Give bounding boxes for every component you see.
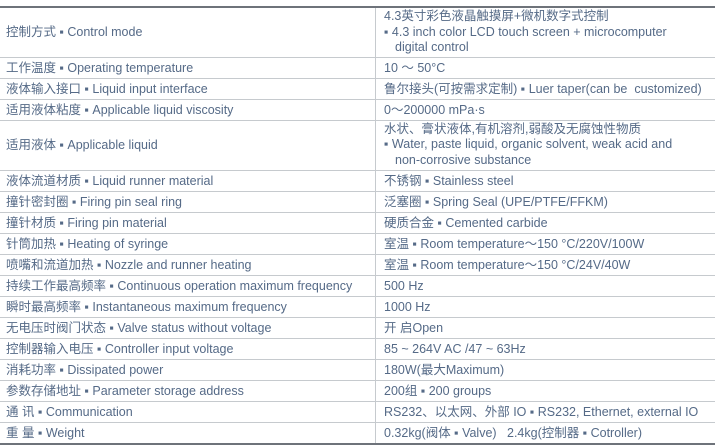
value-line: 室温 ▪ Room temperature～150 °C/24V/40W (384, 257, 631, 272)
table-row: 重 量 ▪ Weight 0.32kg(阀体 ▪ Valve) 2.4kg(控制… (0, 422, 715, 443)
value-line: digital control (395, 40, 469, 55)
value-line: 0.32kg(阀体 ▪ Valve) 2.4kg(控制器 ▪ Cotroller… (384, 425, 643, 440)
table-row: 无电压时阀门状态 ▪ Valve status without voltage … (0, 317, 715, 339)
spec-value-cell: 200组 ▪ 200 groups (375, 380, 715, 401)
table-row: 液体输入接口 ▪ Liquid input interface 鲁尔接头(可按需… (0, 78, 715, 100)
table-row: 撞针材质 ▪ Firing pin material 硬质合金 ▪ Cement… (0, 212, 715, 234)
spec-value-cell: 0.32kg(阀体 ▪ Valve) 2.4kg(控制器 ▪ Cotroller… (375, 422, 715, 443)
spec-value-cell: 水状、膏状液体,有机溶剂,弱酸及无腐蚀性物质 ▪ Water, paste li… (375, 120, 715, 170)
spec-label-parameter-storage-address: 参数存储地址 ▪ Parameter storage address (6, 383, 244, 398)
value-line: 开 启Open (384, 320, 444, 335)
spec-label-dissipated-power: 消耗功率 ▪ Dissipated power (6, 362, 164, 377)
spec-value-cell: RS232、以太网、外部 IO ▪ RS232, Ethernet, exter… (375, 401, 715, 422)
spec-value-cell: 180W(最大Maximum) (375, 359, 715, 380)
value-line: 1000 Hz (384, 299, 431, 314)
table-row: 适用液体 ▪ Applicable liquid 水状、膏状液体,有机溶剂,弱酸… (0, 120, 715, 171)
spec-value-cell: 泛塞圈 ▪ Spring Seal (UPE/PTFE/FFKM) (375, 191, 715, 212)
value-line: 10 ～ 50°C (384, 60, 446, 75)
spec-label-control-mode: 控制方式 ▪ Control mode (6, 25, 143, 40)
spec-value-cell: 室温 ▪ Room temperature～150 °C/220V/100W (375, 233, 715, 254)
spec-value-cell: 硬质合金 ▪ Cemented carbide (375, 212, 715, 233)
spec-label-valve-status-without-voltage: 无电压时阀门状态 ▪ Valve status without voltage (6, 320, 272, 335)
spec-label-heating-of-syringe: 针筒加热 ▪ Heating of syringe (6, 236, 169, 251)
spec-value-cell: 不锈钢 ▪ Stainless steel (375, 170, 715, 191)
table-row: 持续工作最高频率 ▪ Continuous operation maximum … (0, 275, 715, 297)
spec-label-firing-pin-material: 撞针材质 ▪ Firing pin material (6, 215, 167, 230)
value-line: RS232、以太网、外部 IO ▪ RS232, Ethernet, exter… (384, 404, 699, 419)
value-line: 85 ~ 264V AC /47 ~ 63Hz (384, 341, 526, 356)
spec-value-cell: 4.3英寸彩色液晶触摸屏+微机数字式控制 ▪ 4.3 inch color LC… (375, 8, 715, 57)
table-row: 液体流道材质 ▪ Liquid runner material 不锈钢 ▪ St… (0, 170, 715, 192)
spec-label-weight: 重 量 ▪ Weight (6, 425, 85, 440)
spec-label-operating-temperature: 工作温度 ▪ Operating temperature (6, 60, 194, 75)
spec-label-firing-pin-seal-ring: 撞针密封圈 ▪ Firing pin seal ring (6, 194, 183, 209)
spec-label-liquid-input-interface: 液体输入接口 ▪ Liquid input interface (6, 81, 208, 96)
value-line: ▪ 4.3 inch color LCD touch screen + micr… (384, 24, 667, 39)
value-line: 鲁尔接头(可按需求定制) ▪ Luer taper(can be customi… (384, 81, 702, 96)
value-line: 泛塞圈 ▪ Spring Seal (UPE/PTFE/FFKM) (384, 194, 608, 209)
spec-value-cell: 鲁尔接头(可按需求定制) ▪ Luer taper(can be customi… (375, 78, 715, 99)
spec-value-cell: 500 Hz (375, 275, 715, 296)
value-line: 不锈钢 ▪ Stainless steel (384, 173, 514, 188)
table-row: 控制方式 ▪ Control mode 4.3英寸彩色液晶触摸屏+微机数字式控制… (0, 8, 715, 58)
table-row: 适用液体粘度 ▪ Applicable liquid viscosity 0～2… (0, 99, 715, 121)
table-row: 参数存储地址 ▪ Parameter storage address 200组 … (0, 380, 715, 402)
spec-label-controller-input-voltage: 控制器输入电压 ▪ Controller input voltage (6, 341, 234, 356)
spec-value-cell: 1000 Hz (375, 296, 715, 317)
table-row: 控制器输入电压 ▪ Controller input voltage 85 ~ … (0, 338, 715, 360)
spec-value-cell: 室温 ▪ Room temperature～150 °C/24V/40W (375, 254, 715, 275)
table-row: 喷嘴和流道加热 ▪ Nozzle and runner heating 室温 ▪… (0, 254, 715, 276)
value-line: 硬质合金 ▪ Cemented carbide (384, 215, 548, 230)
value-line: 200组 ▪ 200 groups (384, 383, 492, 398)
table-row: 通 讯 ▪ Communication RS232、以太网、外部 IO ▪ RS… (0, 401, 715, 423)
table-row: 瞬时最高频率 ▪ Instantaneous maximum frequency… (0, 296, 715, 318)
table-row: 撞针密封圈 ▪ Firing pin seal ring 泛塞圈 ▪ Sprin… (0, 191, 715, 213)
value-line: 0～200000 mPa·s (384, 102, 485, 117)
value-line: 室温 ▪ Room temperature～150 °C/220V/100W (384, 236, 645, 251)
spec-table: 控制方式 ▪ Control mode 4.3英寸彩色液晶触摸屏+微机数字式控制… (0, 6, 715, 445)
spec-label-nozzle-runner-heating: 喷嘴和流道加热 ▪ Nozzle and runner heating (6, 257, 252, 272)
value-line: 180W(最大Maximum) (384, 362, 505, 377)
spec-value-cell: 开 启Open (375, 317, 715, 338)
spec-value-cell: 85 ~ 264V AC /47 ~ 63Hz (375, 338, 715, 359)
spec-value-cell: 10 ～ 50°C (375, 57, 715, 78)
value-line: 4.3英寸彩色液晶触摸屏+微机数字式控制 (384, 9, 609, 23)
table-row: 工作温度 ▪ Operating temperature 10 ～ 50°C (0, 57, 715, 79)
value-line: 水状、膏状液体,有机溶剂,弱酸及无腐蚀性物质 (384, 121, 641, 136)
table-row: 消耗功率 ▪ Dissipated power 180W(最大Maximum) (0, 359, 715, 381)
spec-label-liquid-viscosity: 适用液体粘度 ▪ Applicable liquid viscosity (6, 102, 234, 117)
table-row: 针筒加热 ▪ Heating of syringe 室温 ▪ Room temp… (0, 233, 715, 255)
value-line: ▪ Water, paste liquid, organic solvent, … (384, 137, 673, 152)
spec-label-communication: 通 讯 ▪ Communication (6, 404, 133, 419)
spec-value-cell: 0～200000 mPa·s (375, 99, 715, 120)
value-line: non-corrosive substance (395, 152, 532, 167)
spec-label-applicable-liquid: 适用液体 ▪ Applicable liquid (6, 138, 158, 153)
spec-label-continuous-max-frequency: 持续工作最高频率 ▪ Continuous operation maximum … (6, 278, 353, 293)
value-line: 500 Hz (384, 278, 424, 293)
spec-label-runner-material: 液体流道材质 ▪ Liquid runner material (6, 173, 214, 188)
spec-label-instantaneous-max-frequency: 瞬时最高频率 ▪ Instantaneous maximum frequency (6, 299, 287, 314)
